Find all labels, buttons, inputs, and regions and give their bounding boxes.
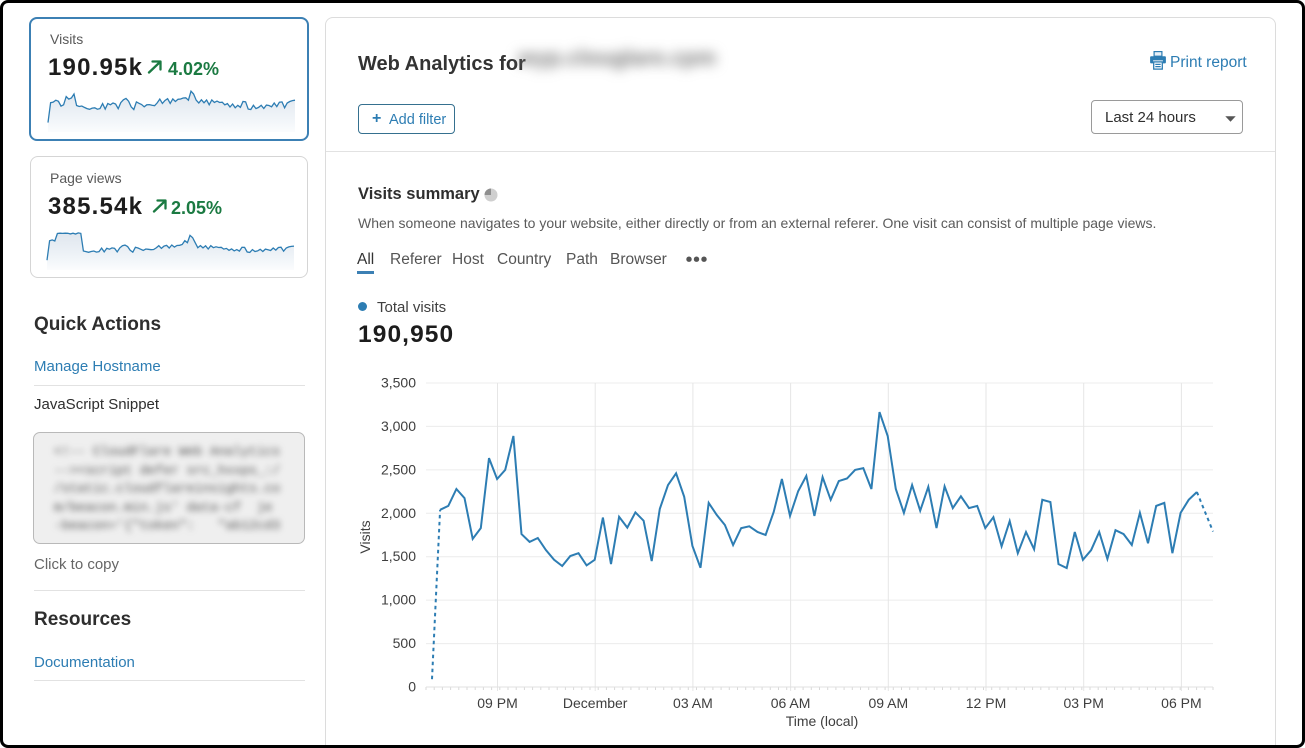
- svg-text:03 AM: 03 AM: [673, 695, 713, 711]
- svg-text:Visits: Visits: [357, 520, 373, 553]
- svg-text:3,000: 3,000: [381, 418, 416, 434]
- svg-text:12 PM: 12 PM: [966, 695, 1006, 711]
- svg-text:06 AM: 06 AM: [771, 695, 811, 711]
- svg-text:09 AM: 09 AM: [868, 695, 908, 711]
- svg-text:09 PM: 09 PM: [477, 695, 517, 711]
- svg-text:500: 500: [393, 635, 417, 651]
- svg-text:2,500: 2,500: [381, 461, 416, 477]
- svg-text:0: 0: [408, 679, 416, 695]
- svg-text:1,000: 1,000: [381, 592, 416, 608]
- svg-text:06 PM: 06 PM: [1161, 695, 1201, 711]
- svg-text:2,000: 2,000: [381, 505, 416, 521]
- svg-text:3,500: 3,500: [381, 375, 416, 391]
- svg-text:03 PM: 03 PM: [1063, 695, 1103, 711]
- svg-text:Time (local): Time (local): [786, 713, 859, 729]
- svg-text:December: December: [563, 695, 628, 711]
- svg-text:1,500: 1,500: [381, 548, 416, 564]
